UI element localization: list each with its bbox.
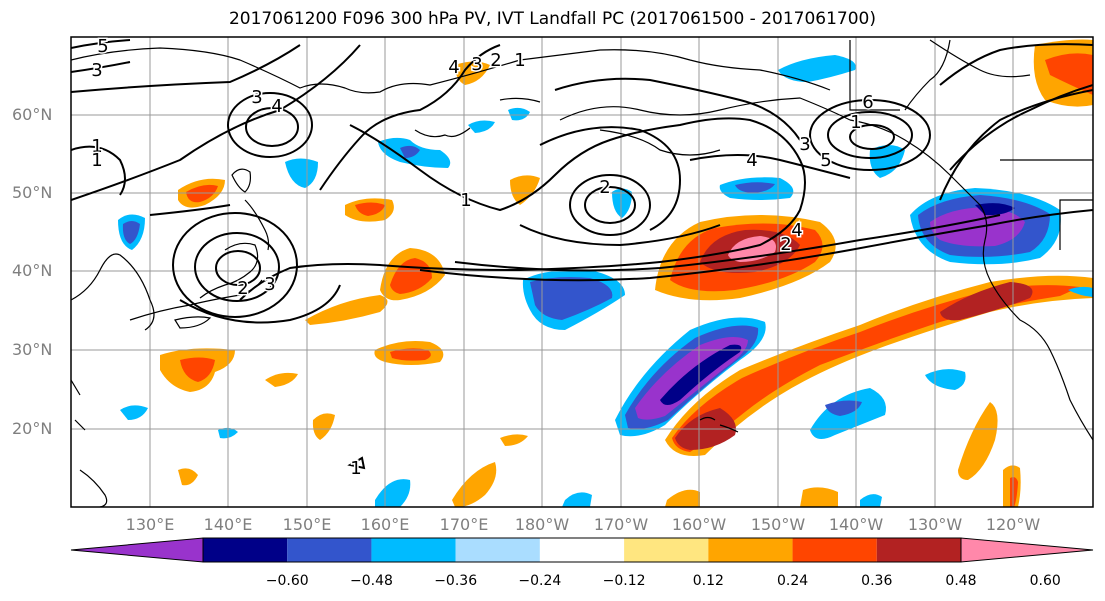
colorbar-tick-label: 0.12: [692, 573, 724, 589]
map-frame: [70, 36, 1094, 508]
colorbar-swatch: [287, 538, 372, 562]
colorbar-tick-label: −0.36: [434, 573, 478, 589]
ivt-pc-positive-band: [160, 39, 1093, 507]
colorbar-tick-label: 0.48: [945, 573, 977, 589]
colorbar-swatch: [371, 538, 456, 562]
lat-label-60n: 60°N: [12, 105, 53, 124]
colorbar-tick-label: 0.36: [861, 573, 893, 589]
lon-label: 150°W: [750, 515, 806, 534]
lon-label: 140°E: [203, 515, 253, 534]
contour-label: 2: [599, 177, 610, 198]
colorbar-swatch: [792, 538, 877, 562]
lon-label: 140°W: [828, 515, 884, 534]
colorbar-tick-label: −0.12: [602, 573, 646, 589]
contour-label: 1: [91, 136, 102, 157]
contour-label: 4: [271, 96, 282, 117]
contour-label: 1: [350, 458, 361, 479]
colorbar-swatch: [708, 538, 793, 562]
contour-label: 5: [820, 150, 831, 171]
colorbar-tick-label: −0.48: [349, 573, 393, 589]
colorbar-tick-label: 0.24: [776, 573, 809, 589]
lon-label: 120°W: [985, 515, 1041, 534]
colorbar-tick-label: 0.60: [1029, 573, 1061, 589]
colorbar-swatch: [876, 538, 961, 562]
contour-label: 5: [97, 36, 108, 57]
lat-label-40n: 40°N: [12, 261, 53, 280]
lon-label: 130°W: [907, 515, 963, 534]
contour-label: 3: [264, 274, 275, 295]
pv-contours: [71, 39, 1093, 470]
contour-label: 3: [471, 54, 482, 75]
contour-label: 4: [448, 57, 459, 78]
colorbar-extend-low: [70, 537, 204, 563]
contour-label: 3: [251, 87, 262, 108]
lon-label: 130°E: [125, 515, 175, 534]
contour-label: 2: [490, 50, 501, 71]
colorbar-tick-label: −0.60: [265, 573, 309, 589]
contour-label: 4: [791, 220, 802, 241]
colorbar-extend-high: [960, 537, 1094, 563]
colorbar-swatch: [539, 538, 625, 562]
lon-label: 160°W: [671, 515, 727, 534]
lon-label: 180°W: [514, 515, 570, 534]
lon-label: 170°W: [593, 515, 649, 534]
contour-label: 1: [460, 190, 471, 211]
lat-label-50n: 50°N: [12, 183, 53, 202]
lon-label: 160°E: [360, 515, 410, 534]
contour-label: 1: [91, 150, 102, 171]
colorbar-frame: [202, 537, 962, 563]
colorbar-swatch: [455, 538, 540, 562]
contour-label: 2: [780, 234, 791, 255]
colorbar: [70, 537, 1094, 563]
colorbar-swatch: [203, 538, 288, 562]
colorbar-swatch: [624, 538, 709, 562]
lat-label-20n: 20°N: [12, 419, 53, 438]
contour-label: 2: [237, 278, 248, 299]
contour-label: 6: [862, 92, 873, 113]
map-title: 2017061200 F096 300 hPa PV, IVT Landfall…: [228, 9, 876, 29]
contour-label: 4: [746, 150, 757, 171]
contour-label: 3: [799, 134, 810, 155]
contour-label: 1: [850, 112, 861, 133]
contour-label: 1: [514, 50, 525, 71]
ivt-pc-negative-band: [118, 55, 1093, 507]
contour-label: 3: [91, 60, 102, 81]
lon-label: 170°E: [439, 515, 489, 534]
colorbar-tick-label: −0.24: [518, 573, 562, 589]
lat-label-30n: 30°N: [12, 340, 53, 359]
lon-label: 150°E: [282, 515, 332, 534]
